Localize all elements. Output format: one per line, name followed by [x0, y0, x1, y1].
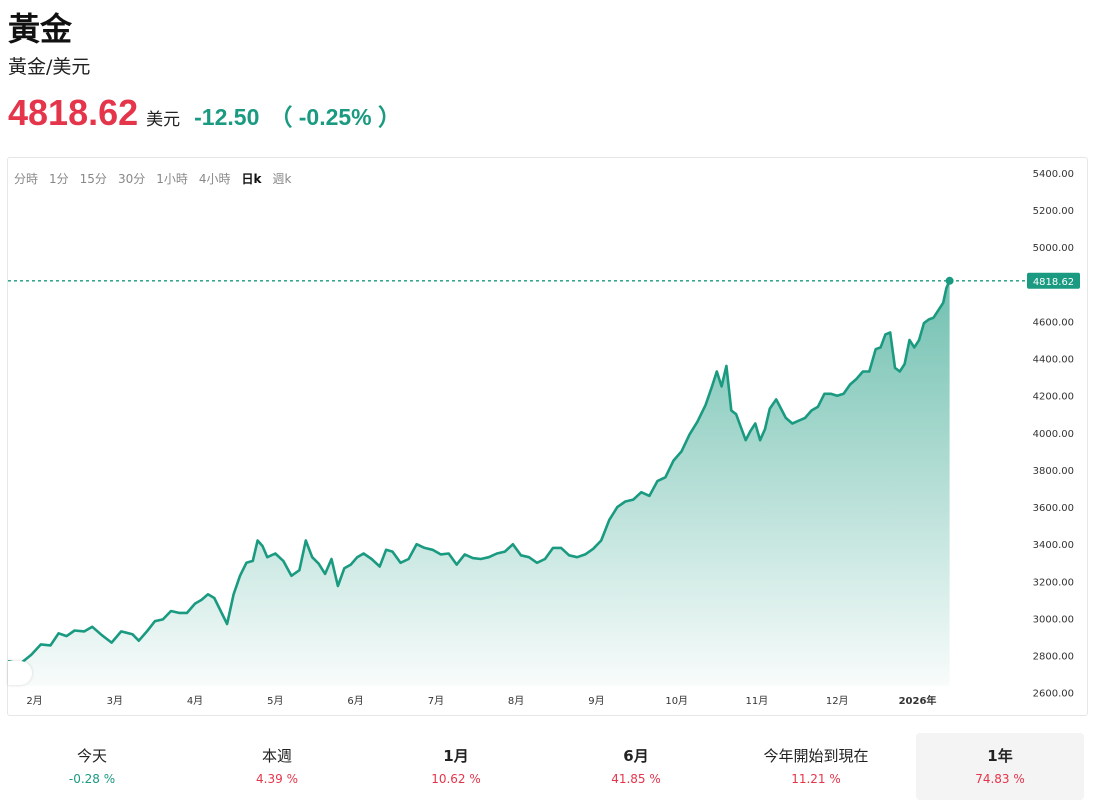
- y-tick-label: 5400.00: [1033, 169, 1074, 180]
- y-tick-label: 4600.00: [1033, 317, 1074, 328]
- price-area: [8, 280, 950, 686]
- y-tick-label: 3400.00: [1033, 540, 1074, 551]
- last-price: 4818.62: [8, 92, 139, 133]
- y-tick-label: 3000.00: [1033, 615, 1074, 626]
- perf-label: 今天: [76, 747, 107, 765]
- perf-tab-6-months[interactable]: 6月 41.85 %: [552, 733, 720, 800]
- perf-value: -0.28 %: [68, 772, 116, 786]
- x-tick-label: 9月: [588, 695, 604, 707]
- x-tick-label: 6月: [347, 695, 363, 707]
- y-tick-label: 3600.00: [1033, 503, 1074, 514]
- x-tick-label: 7月: [428, 695, 444, 707]
- x-tick-label: 5月: [267, 695, 283, 707]
- timeframe-tab-weekly[interactable]: 週k: [272, 172, 292, 186]
- perf-label: 6月: [623, 747, 649, 765]
- timeframe-tab-30min[interactable]: 30分: [117, 172, 146, 186]
- y-tick-label: 5000.00: [1033, 243, 1074, 254]
- perf-tab-today[interactable]: 今天 -0.28 %: [8, 733, 176, 800]
- perf-value: 11.21 %: [791, 772, 841, 786]
- timeframe-tab-1min[interactable]: 1分: [49, 172, 69, 186]
- x-tick-label: 10月: [665, 695, 688, 707]
- x-tick-label: 2026年: [899, 694, 937, 707]
- instrument-subtitle: 黃金/美元: [8, 56, 91, 78]
- perf-tab-week[interactable]: 本週 4.39 %: [193, 733, 361, 800]
- y-tick-label: 3200.00: [1033, 577, 1074, 588]
- perf-value: 41.85 %: [611, 772, 661, 786]
- timeframe-tab-intraday[interactable]: 分時: [14, 172, 39, 186]
- last-price-label: 4818.62: [1033, 277, 1074, 288]
- y-tick-label: 4200.00: [1033, 392, 1074, 403]
- timeframe-tab-1hour[interactable]: 1小時: [156, 172, 188, 186]
- perf-tab-1-year[interactable]: 1年 74.83 %: [916, 733, 1084, 800]
- x-tick-label: 4月: [187, 695, 203, 707]
- price-line: [8, 280, 951, 666]
- x-tick-label: 12月: [826, 695, 849, 707]
- chart-scroll-handle[interactable]: [8, 661, 32, 685]
- perf-value: 10.62 %: [431, 772, 481, 786]
- perf-label: 1年: [987, 747, 1013, 765]
- y-tick-label: 3800.00: [1033, 466, 1074, 477]
- perf-tab-ytd[interactable]: 今年開始到現在 11.21 %: [732, 733, 900, 800]
- x-tick-label: 8月: [508, 695, 524, 707]
- quote-line: 4818.62 美元 -12.50 （ -0.25% ）: [8, 92, 401, 134]
- perf-value: 74.83 %: [975, 772, 1025, 786]
- x-tick-label: 3月: [107, 695, 123, 707]
- perf-label: 今年開始到現在: [763, 747, 869, 765]
- y-tick-label: 2800.00: [1033, 652, 1074, 663]
- page-title: 黃金: [8, 10, 73, 48]
- price-change-percent: （ -0.25% ）: [269, 104, 402, 130]
- last-price-tag: [1027, 272, 1080, 289]
- x-tick-label: 11月: [746, 695, 769, 707]
- timeframe-tab-daily[interactable]: 日k: [241, 172, 262, 186]
- timeframe-bar: 分時 1分 15分 30分 1小時 4小時 日k 週k: [14, 170, 302, 187]
- y-tick-label: 2600.00: [1033, 689, 1074, 700]
- price-chart[interactable]: 5400.005200.005000.004800.004600.004400.…: [8, 158, 1087, 715]
- x-tick-label: 2月: [26, 695, 42, 707]
- y-tick-label: 4000.00: [1033, 429, 1074, 440]
- perf-tab-1-month[interactable]: 1月 10.62 %: [372, 733, 540, 800]
- perf-label: 1月: [443, 747, 469, 765]
- price-change: -12.50: [194, 104, 260, 130]
- perf-label: 本週: [261, 747, 292, 765]
- y-tick-label: 5200.00: [1033, 206, 1074, 217]
- timeframe-tab-4hour[interactable]: 4小時: [198, 172, 231, 186]
- y-tick-label: 4400.00: [1033, 355, 1074, 366]
- last-price-dot: [945, 276, 954, 285]
- timeframe-tab-15min[interactable]: 15分: [79, 172, 107, 186]
- chart-panel[interactable]: 分時 1分 15分 30分 1小時 4小時 日k 週k 5400.00 5200.…: [7, 157, 1088, 716]
- performance-bar: 今天 -0.28 % 本週 4.39 % 1月 10.62 % 6月 41.85…: [0, 733, 1094, 801]
- price-unit: 美元: [146, 110, 181, 130]
- perf-value: 4.39 %: [256, 772, 298, 786]
